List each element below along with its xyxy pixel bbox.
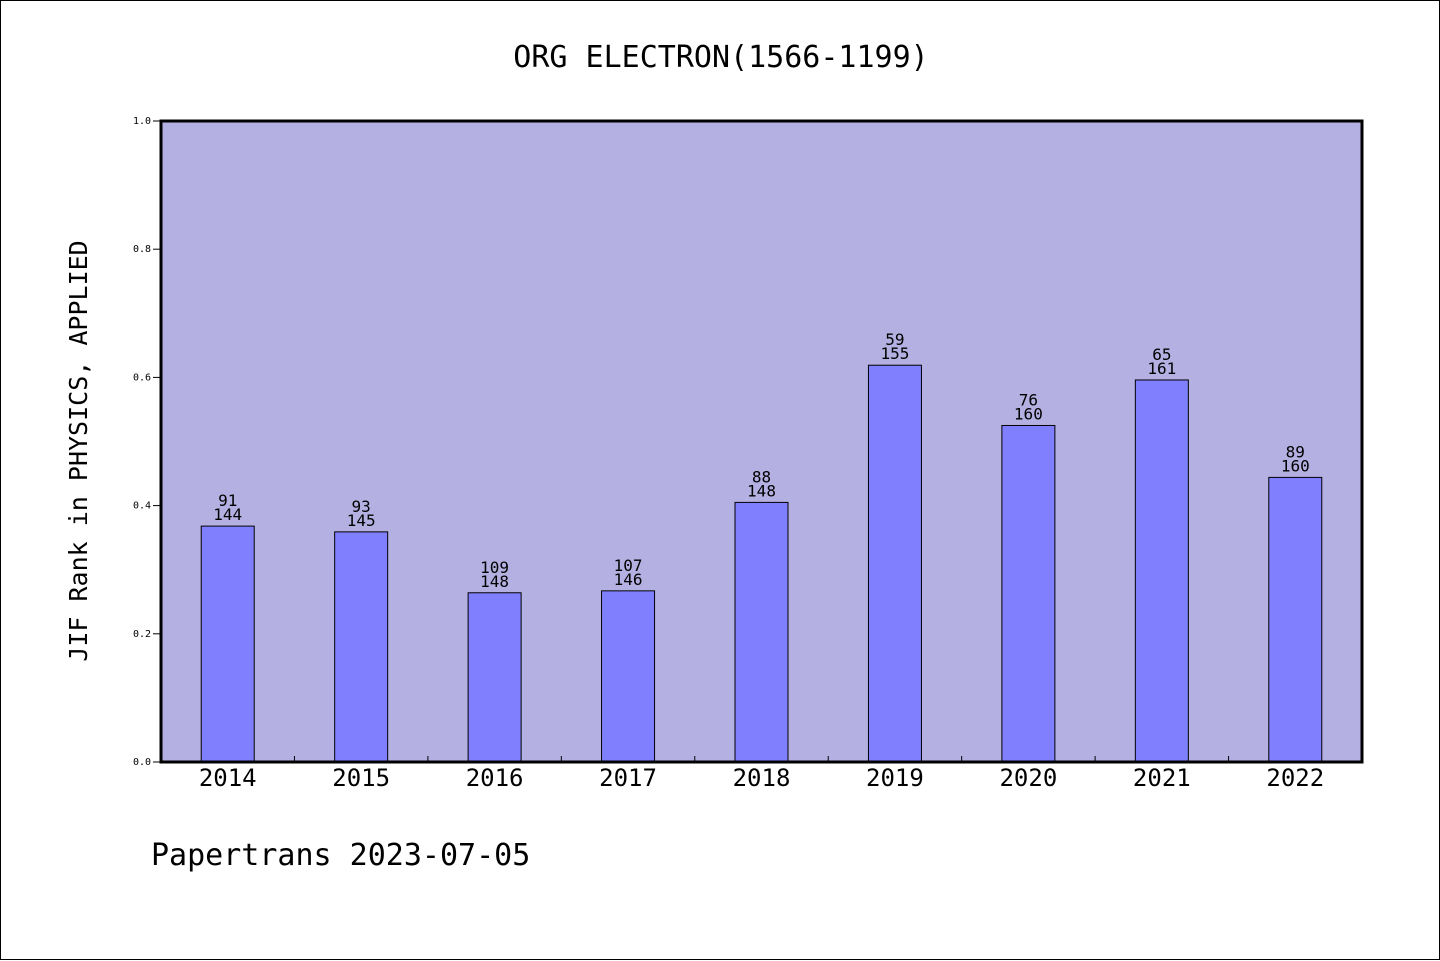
x-tick-label: 2014 (199, 764, 257, 792)
y-axis-label: JIF Rank in PHYSICS, APPLIED (64, 240, 93, 661)
bar-rank-label: 89 (1286, 442, 1305, 461)
bar-rank-label: 88 (752, 467, 771, 486)
x-tick-label: 2019 (866, 764, 924, 792)
y-tick-label: 0.8 (133, 244, 151, 255)
bar-rank-label: 65 (1152, 345, 1171, 364)
bar-total-label: 148 (747, 481, 776, 500)
y-tick-label: 0.6 (133, 372, 151, 383)
bar-rank-label: 109 (480, 558, 509, 577)
y-tick-label: 0.4 (133, 501, 151, 512)
y-tick-label: 0.2 (133, 629, 151, 640)
plot-border (159, 119, 1364, 764)
bar-total-label: 160 (1014, 404, 1043, 423)
bar-2020 (1001, 424, 1056, 763)
bar-rank-label: 93 (352, 497, 371, 516)
bar-total-label: 144 (213, 505, 242, 524)
bar-2015 (334, 531, 389, 763)
bar-rank-label: 107 (614, 556, 643, 575)
bar-2014 (200, 525, 255, 763)
bar-rank-label: 76 (1019, 390, 1038, 409)
x-tick-label: 2021 (1133, 764, 1191, 792)
x-tick-label: 2015 (332, 764, 390, 792)
bars (200, 364, 1323, 763)
bar-rank-label: 91 (218, 491, 237, 510)
y-axis-ticks: 0.0 0.2 0.4 0.6 0.8 1.0 (133, 116, 161, 768)
bar-2017 (601, 590, 656, 763)
chart-title: ORG ELECTRON(1566-1199) (513, 40, 928, 75)
bar-2016 (467, 592, 522, 763)
bar-2019 (867, 364, 922, 763)
x-tick-label: 2022 (1266, 764, 1324, 792)
y-tick-label: 0.0 (133, 757, 151, 768)
x-axis-ticks: 2014 2015 2016 2017 2018 2019 2020 2021 2022 (199, 756, 1324, 792)
bar-total-label: 161 (1147, 359, 1176, 378)
bar-rank-label: 59 (885, 330, 904, 349)
footer-text: Papertrans 2023-07-05 (151, 838, 530, 873)
bar-total-label: 145 (347, 511, 376, 530)
bar-2018 (734, 501, 789, 763)
bar-2022 (1268, 476, 1323, 763)
x-tick-label: 2020 (999, 764, 1057, 792)
x-tick-label: 2016 (466, 764, 524, 792)
bar-total-label: 148 (480, 572, 509, 591)
x-tick-label: 2017 (599, 764, 657, 792)
bar-total-label: 160 (1281, 456, 1310, 475)
bar-total-label: 146 (614, 570, 643, 589)
bar-2021 (1134, 379, 1189, 763)
bar-total-label: 155 (880, 344, 909, 363)
y-tick-label: 1.0 (133, 116, 151, 127)
x-tick-label: 2018 (733, 764, 791, 792)
